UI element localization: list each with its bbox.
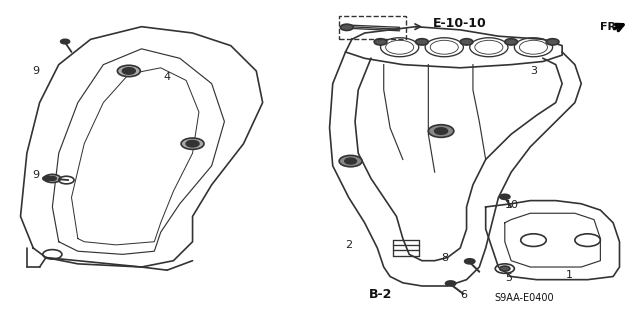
Circle shape xyxy=(340,24,353,31)
Text: 2: 2 xyxy=(346,240,353,250)
Circle shape xyxy=(428,125,454,137)
Circle shape xyxy=(339,155,362,167)
Text: 7: 7 xyxy=(342,158,349,168)
Text: FR.: FR. xyxy=(600,22,620,32)
Circle shape xyxy=(546,39,559,45)
Circle shape xyxy=(49,177,56,180)
Circle shape xyxy=(505,39,518,45)
Text: B-2: B-2 xyxy=(369,288,392,301)
Text: 9: 9 xyxy=(32,170,39,180)
Text: S9AA-E0400: S9AA-E0400 xyxy=(494,293,554,303)
Text: 8: 8 xyxy=(441,253,448,263)
Text: 4: 4 xyxy=(164,72,171,82)
Circle shape xyxy=(181,138,204,149)
Text: E-10-10: E-10-10 xyxy=(433,17,487,30)
Text: 3: 3 xyxy=(531,66,538,76)
Circle shape xyxy=(374,39,387,45)
Text: 9: 9 xyxy=(32,66,39,76)
Text: 5: 5 xyxy=(505,273,512,283)
Circle shape xyxy=(186,141,199,147)
Circle shape xyxy=(122,68,135,74)
Circle shape xyxy=(415,39,428,45)
Circle shape xyxy=(465,259,475,264)
Circle shape xyxy=(445,281,456,286)
Circle shape xyxy=(345,158,356,164)
Circle shape xyxy=(43,176,52,181)
Circle shape xyxy=(435,128,447,134)
Circle shape xyxy=(500,194,510,199)
Circle shape xyxy=(44,174,61,182)
Circle shape xyxy=(500,266,510,271)
Text: 10: 10 xyxy=(505,200,519,210)
Circle shape xyxy=(117,65,140,77)
Circle shape xyxy=(61,39,70,44)
Text: 6: 6 xyxy=(460,290,467,300)
Text: 1: 1 xyxy=(565,270,572,280)
Circle shape xyxy=(460,39,473,45)
